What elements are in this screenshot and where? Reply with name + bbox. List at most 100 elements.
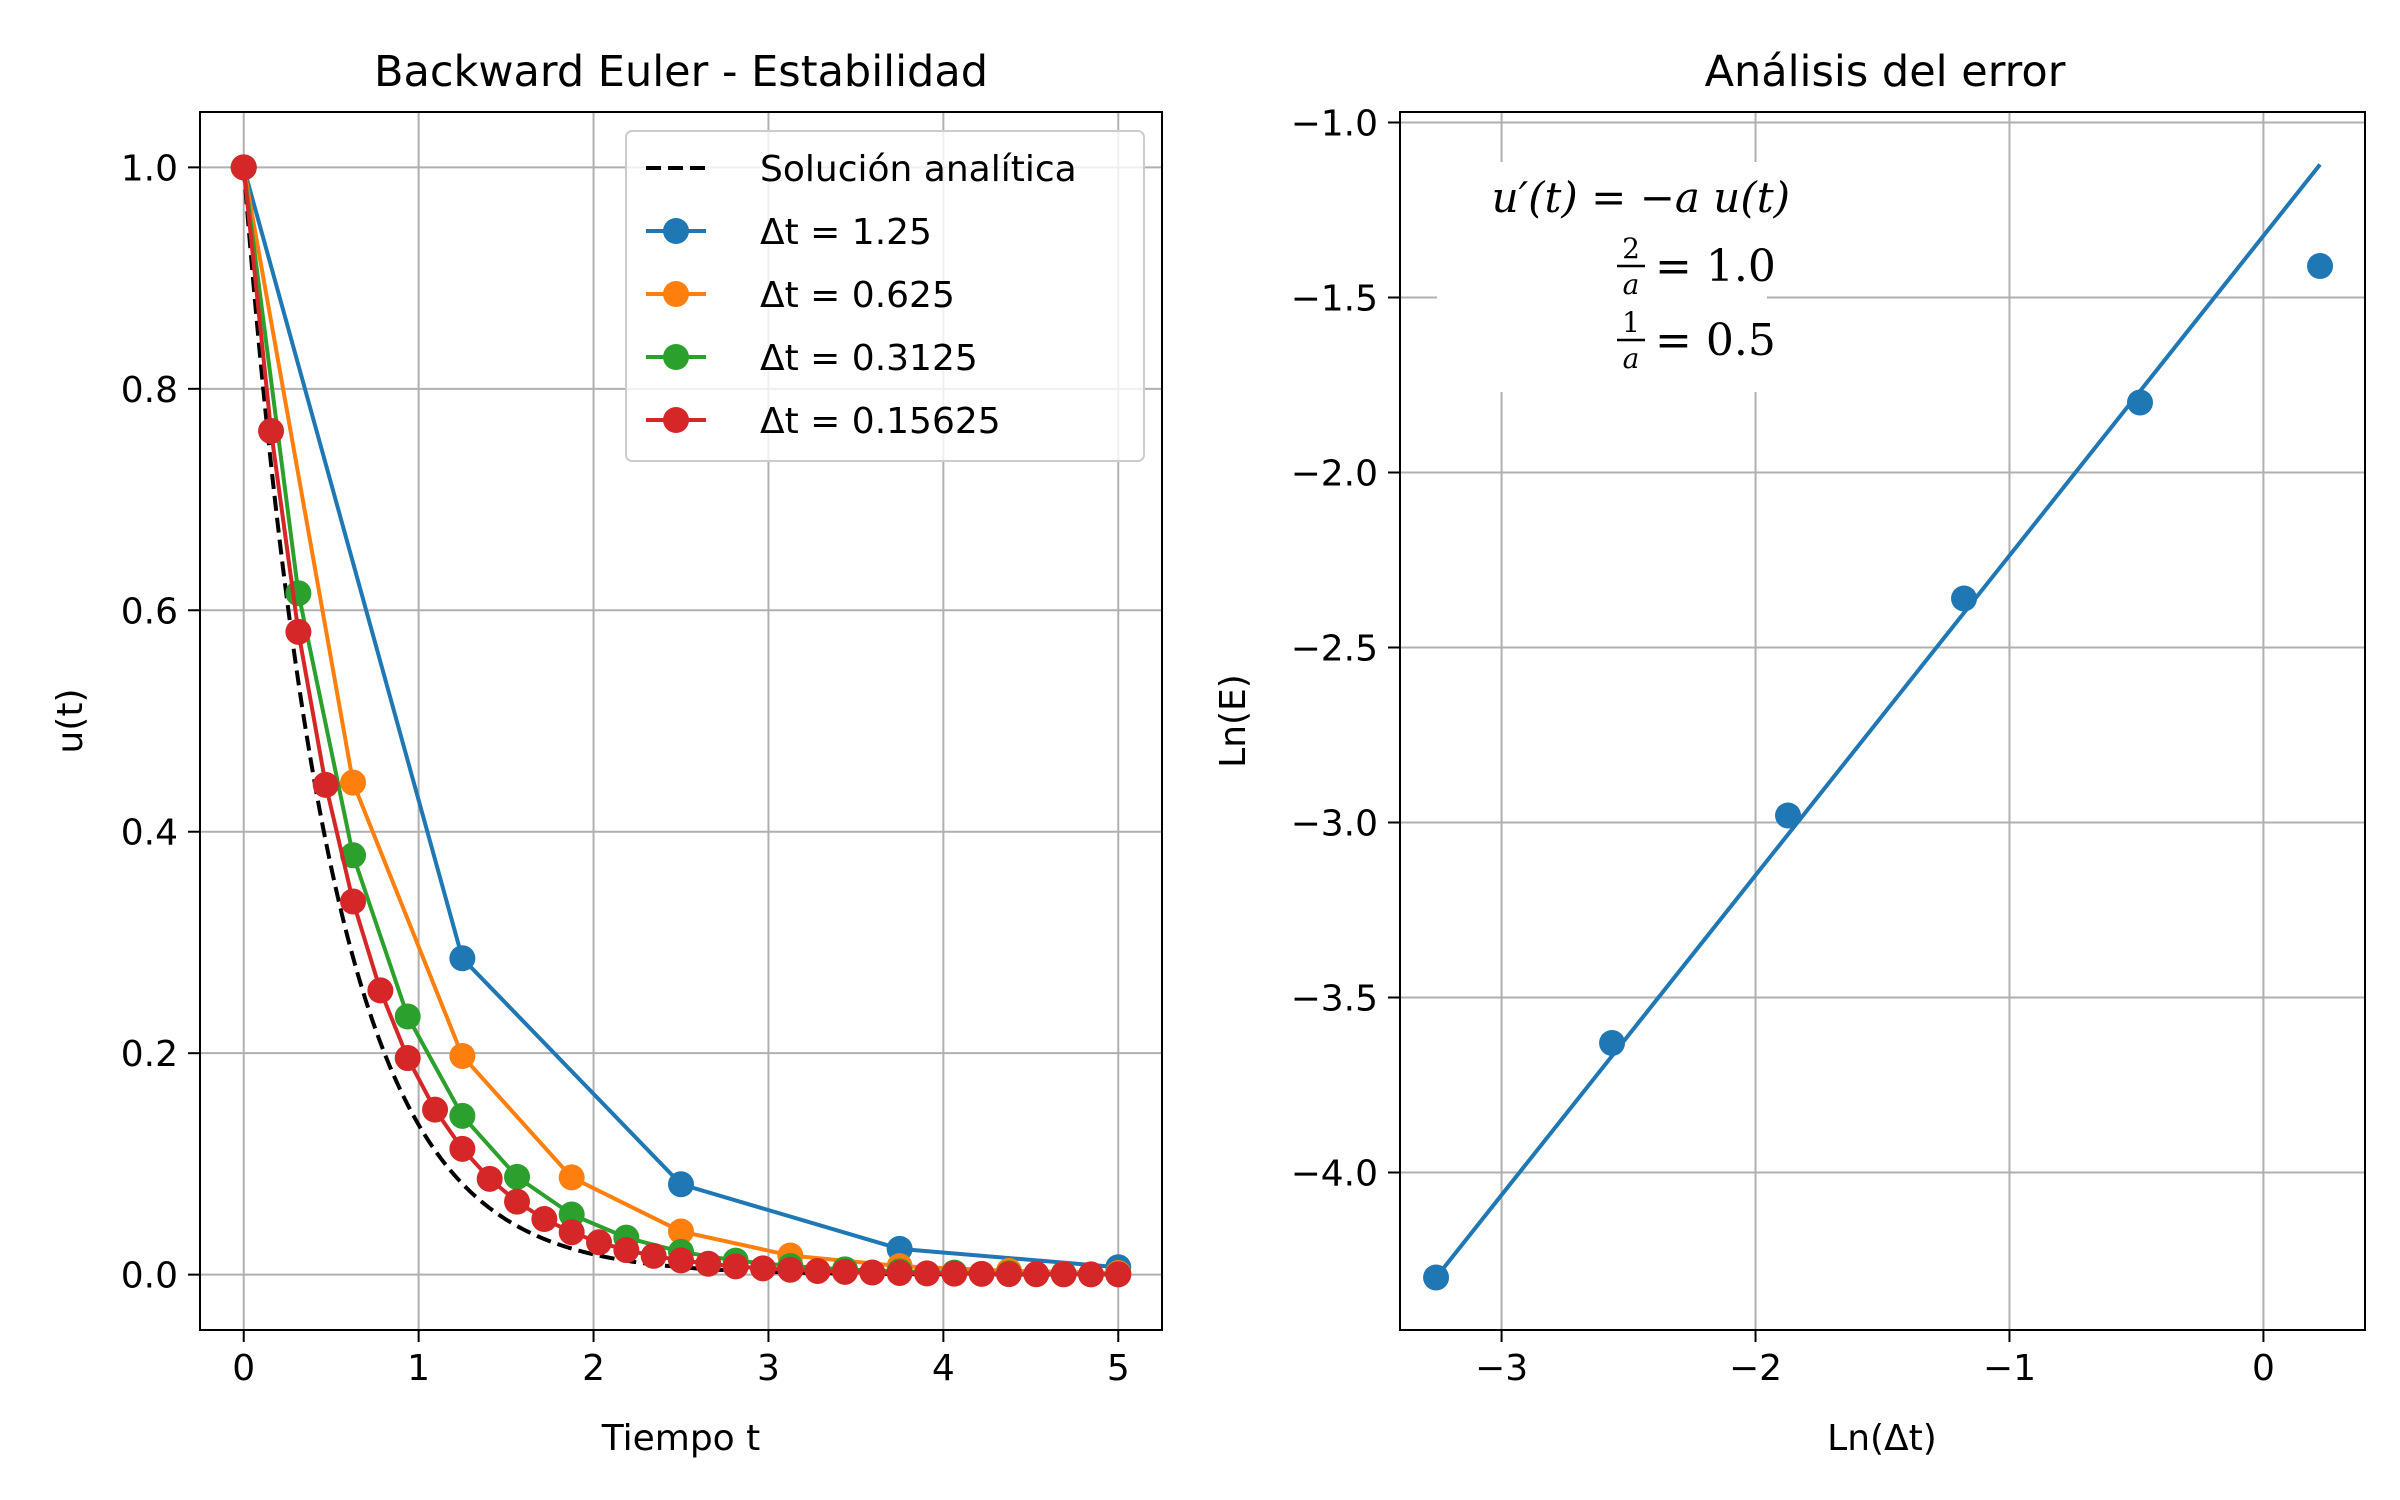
data-point	[668, 1247, 694, 1274]
data-point	[968, 1260, 995, 1287]
ratio-two-over-a-value: = 1.0	[1655, 241, 1776, 292]
right-series	[1423, 163, 2334, 1291]
error-point	[1951, 585, 1978, 612]
left-x-axis-label: Tiempo t	[601, 1418, 761, 1459]
data-point	[394, 1003, 421, 1030]
left-y-axis-label: u(t)	[50, 688, 91, 753]
right-y-tick-label: −1.5	[1291, 279, 1378, 320]
data-point	[941, 1260, 968, 1287]
data-point	[804, 1257, 831, 1284]
data-point	[1050, 1261, 1077, 1288]
right-y-tick-label: −4.0	[1291, 1154, 1378, 1195]
fit-line	[1434, 163, 2322, 1279]
right-y-tick-label: −2.0	[1291, 454, 1378, 495]
legend-label: Δt = 0.3125	[760, 338, 978, 379]
left-chart: Backward Euler - Estabilidad 0 1 2 3 4 5 0.0 0.…	[50, 47, 1163, 1459]
left-y-tick-label: 0.4	[121, 813, 178, 854]
data-point	[285, 618, 312, 645]
left-x-tick-label: 3	[757, 1348, 780, 1389]
legend-swatch-marker	[663, 218, 689, 244]
legend: Solución analítica Δt = 1.25 Δt = 0.625 Δt …	[625, 130, 1145, 462]
data-point	[558, 1219, 585, 1246]
data-point	[422, 1096, 449, 1123]
data-point	[913, 1260, 940, 1287]
data-point	[449, 1102, 476, 1129]
data-point	[1077, 1261, 1104, 1288]
data-point	[340, 769, 367, 796]
legend-box	[625, 130, 1145, 462]
data-point	[394, 1045, 421, 1072]
analytic-solution-line	[241, 167, 1119, 1277]
data-point	[476, 1165, 503, 1192]
data-point	[449, 1135, 476, 1162]
data-point	[1023, 1261, 1050, 1288]
left-y-tick-label: 0.8	[121, 370, 178, 411]
right-x-tick-label: −1	[1983, 1348, 2036, 1389]
error-point	[1775, 802, 1802, 829]
data-point	[613, 1237, 640, 1264]
right-x-tick-label: −2	[1729, 1348, 1782, 1389]
right-y-tick-label: −1.0	[1291, 104, 1378, 145]
right-grid	[1400, 112, 2365, 1330]
data-point	[1105, 1261, 1132, 1288]
right-y-axis-label: Ln(E)	[1213, 674, 1254, 768]
data-point	[586, 1229, 613, 1256]
ratio-two-over-a-denominator: a	[1623, 268, 1640, 301]
ratio-one-over-a-value: = 0.5	[1655, 315, 1776, 366]
right-ticks: −3 −2 −1 0 −4.0 −3.5 −3.0 −2.5 −2.0 −1.5 −1.0	[1291, 104, 2275, 1390]
ratio-two-over-a-numerator: 2	[1622, 232, 1640, 265]
left-x-tick-label: 0	[232, 1348, 255, 1389]
data-point	[285, 580, 312, 607]
data-point	[531, 1206, 558, 1233]
data-point	[777, 1256, 804, 1283]
ratio-one-over-a-denominator: a	[1623, 342, 1640, 375]
left-x-tick-label: 2	[582, 1348, 605, 1389]
data-point	[312, 771, 339, 798]
data-point	[504, 1188, 531, 1215]
left-ticks: 0 1 2 3 4 5 0.0 0.2 0.4 0.6 0.8 1.0	[121, 148, 1130, 1389]
data-point	[340, 842, 367, 869]
left-y-tick-label: 0.2	[121, 1034, 178, 1075]
error-point	[2127, 389, 2154, 416]
data-point	[749, 1255, 776, 1282]
legend-label: Δt = 0.625	[760, 275, 955, 316]
left-x-tick-label: 1	[407, 1348, 430, 1389]
data-point	[722, 1253, 749, 1280]
left-y-tick-label: 1.0	[121, 148, 178, 189]
legend-label: Δt = 1.25	[760, 212, 932, 253]
data-point	[886, 1259, 913, 1286]
equation-annotation: u′(t) = −a u(t)2a = 1.01a = 0.5	[1437, 162, 1790, 392]
data-point	[504, 1163, 531, 1190]
right-x-axis-label: Ln(Δt)	[1827, 1418, 1937, 1459]
annotation-box	[1437, 162, 1767, 392]
left-y-tick-label: 0.0	[121, 1256, 178, 1297]
legend-swatch-marker	[663, 407, 689, 433]
left-chart-title: Backward Euler - Estabilidad	[374, 47, 988, 97]
data-point	[449, 1042, 476, 1069]
data-point	[831, 1258, 858, 1285]
legend-label: Solución analítica	[760, 149, 1077, 190]
data-point	[695, 1250, 722, 1277]
right-axes-frame	[1399, 111, 2366, 1331]
right-chart: Análisis del error u′(t) = −a u(t)2a = 1.…	[1213, 47, 2366, 1459]
right-chart-title: Análisis del error	[1705, 47, 2066, 97]
legend-swatch-marker	[663, 281, 689, 307]
data-point	[558, 1164, 585, 1191]
left-y-tick-label: 0.6	[121, 591, 178, 632]
annotation-equation: u′(t) = −a u(t)	[1492, 173, 1790, 222]
data-point	[340, 888, 367, 915]
right-y-tick-label: −3.0	[1291, 804, 1378, 845]
data-point	[668, 1171, 694, 1198]
data-point	[367, 977, 394, 1004]
data-point	[640, 1242, 667, 1269]
data-point	[258, 418, 285, 445]
legend-swatch-marker	[663, 344, 689, 370]
right-x-tick-label: 0	[2252, 1348, 2275, 1389]
error-point	[2307, 253, 2334, 279]
right-y-tick-label: −2.5	[1291, 629, 1378, 670]
ratio-one-over-a-numerator: 1	[1622, 306, 1640, 339]
data-point	[449, 945, 476, 972]
legend-label: Δt = 0.15625	[760, 401, 1001, 442]
data-point	[995, 1261, 1022, 1288]
